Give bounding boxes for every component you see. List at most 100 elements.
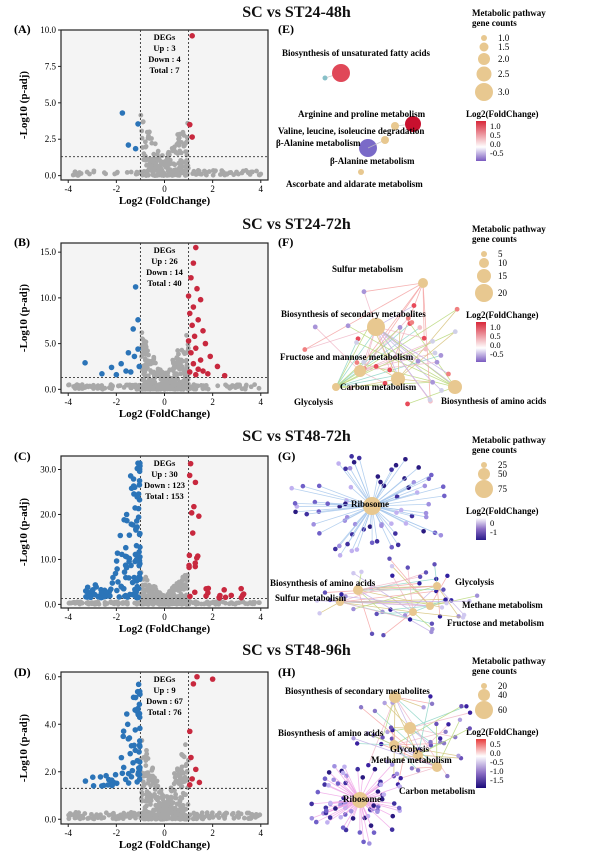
panel-letter: (A)	[14, 22, 31, 36]
up-point	[189, 322, 195, 329]
gene-node	[313, 819, 319, 825]
gene-node	[323, 808, 329, 814]
down-point	[113, 371, 120, 378]
y-tick-label: 6.0	[45, 672, 57, 682]
ns-point	[102, 600, 108, 605]
size-legend-dot	[481, 683, 487, 689]
gene-node	[378, 782, 384, 788]
down-point	[122, 592, 129, 599]
color-bar	[476, 322, 486, 362]
gene-node	[427, 397, 433, 403]
ns-point	[183, 814, 189, 820]
ns-point	[196, 813, 202, 819]
ns-point	[208, 600, 214, 606]
ns-point	[215, 601, 221, 607]
down-point	[113, 780, 120, 787]
ns-point	[230, 810, 236, 816]
up-point	[190, 360, 197, 367]
gene-node	[440, 484, 446, 490]
down-point	[134, 583, 141, 590]
x-axis-label: Log2 (FoldChange)	[119, 195, 211, 207]
pathway-node	[448, 380, 462, 394]
legend-title: Metabolic pathway	[472, 656, 546, 666]
gene-node	[361, 359, 367, 365]
up-point	[239, 592, 246, 599]
x-tick-label: -4	[64, 828, 72, 838]
gene-node	[343, 466, 348, 472]
up-point	[192, 479, 199, 486]
down-point	[122, 544, 129, 551]
down-point	[114, 550, 121, 556]
ns-point	[136, 811, 142, 817]
gene-node	[438, 532, 444, 538]
pathway-label: Sulfur metabolism	[332, 264, 404, 274]
gene-link	[412, 611, 464, 618]
ns-point	[241, 815, 247, 821]
gene-node	[345, 541, 350, 547]
ns-point	[68, 812, 74, 818]
gene-link	[304, 326, 377, 350]
gene-node	[369, 631, 375, 637]
gene-link	[375, 326, 449, 375]
down-point	[120, 585, 127, 592]
gene-node	[389, 563, 395, 569]
gene-node	[309, 801, 314, 807]
x-tick-label: -4	[64, 184, 72, 194]
down-point	[132, 747, 139, 754]
ns-point	[150, 584, 155, 590]
gene-node	[336, 461, 341, 466]
gene-node	[367, 841, 372, 846]
gene-node	[309, 815, 315, 821]
degs-down: Down : 67	[146, 696, 184, 706]
ns-point	[150, 765, 156, 771]
down-point	[113, 558, 120, 564]
up-point	[197, 296, 204, 303]
up-point	[195, 317, 201, 323]
gene-node	[390, 813, 396, 819]
down-point	[127, 591, 133, 598]
pathway-label: Biosynthesis of unsaturated fatty acids	[282, 48, 431, 58]
ns-point	[178, 774, 183, 780]
down-point	[136, 562, 142, 569]
ns-point	[229, 600, 235, 606]
gene-node	[474, 593, 480, 598]
ns-point	[178, 815, 184, 821]
x-tick-label: -4	[64, 612, 72, 622]
color-legend-label: 0.0	[490, 340, 501, 350]
gene-link	[335, 327, 421, 388]
down-point	[99, 370, 105, 377]
ns-point	[193, 172, 199, 177]
ns-point	[252, 382, 258, 388]
y-tick-label: 2.5	[45, 134, 57, 144]
ns-point	[256, 385, 262, 391]
up-point	[190, 260, 197, 266]
ns-point	[147, 795, 153, 801]
ns-point	[162, 370, 168, 376]
degs-head: DEGs	[154, 674, 176, 684]
ns-point	[66, 382, 72, 388]
ns-point	[145, 373, 151, 379]
gene-node	[322, 75, 328, 81]
gene-node	[439, 388, 444, 393]
gene-node	[289, 485, 294, 491]
gene-link	[335, 338, 359, 388]
ns-point	[78, 814, 84, 819]
down-point	[132, 694, 139, 701]
ns-point	[130, 810, 136, 816]
up-point	[192, 244, 199, 251]
y-tick-label: 7.5	[45, 61, 57, 71]
ns-point	[209, 812, 215, 818]
pathway-node	[358, 169, 364, 175]
ns-point	[157, 369, 163, 374]
gene-node	[371, 830, 377, 835]
gene-node	[304, 511, 310, 517]
ns-point	[99, 383, 105, 388]
ns-point	[155, 794, 161, 800]
ns-point	[141, 782, 147, 788]
down-point	[132, 284, 139, 290]
gene-node	[340, 825, 346, 830]
gene-node	[394, 771, 400, 777]
down-point	[117, 532, 124, 539]
gene-node	[343, 501, 348, 507]
